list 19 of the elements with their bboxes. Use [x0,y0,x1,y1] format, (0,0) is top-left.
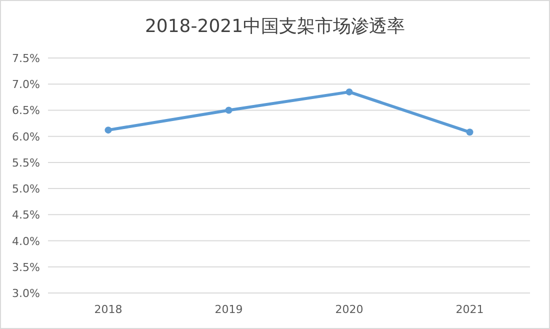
x-tick-label: 2019 [214,303,243,316]
point [104,126,112,134]
y-tick-label: 6.5% [12,104,40,118]
point [225,106,232,114]
y-tick-label: 7.0% [12,78,40,92]
x-tick-label: 2021 [456,303,484,316]
y-tick-label: 4.5% [12,208,40,222]
y-tick-label: 5.0% [12,182,40,196]
y-tick-label: 3.0% [12,287,40,300]
y-tick-label: 3.5% [12,260,40,274]
point [346,88,353,96]
point [466,128,474,136]
y-tick-label: 6.0% [12,130,40,144]
y-tick-label: 7.5% [12,52,40,65]
y-tick-label: 4.0% [12,234,40,248]
chart-title: 2018-2021中国支架市场渗透率 [144,16,406,37]
x-tick-label: 2018 [94,303,122,316]
y-tick-label: 5.5% [12,156,40,170]
x-tick-label: 2020 [335,303,364,316]
